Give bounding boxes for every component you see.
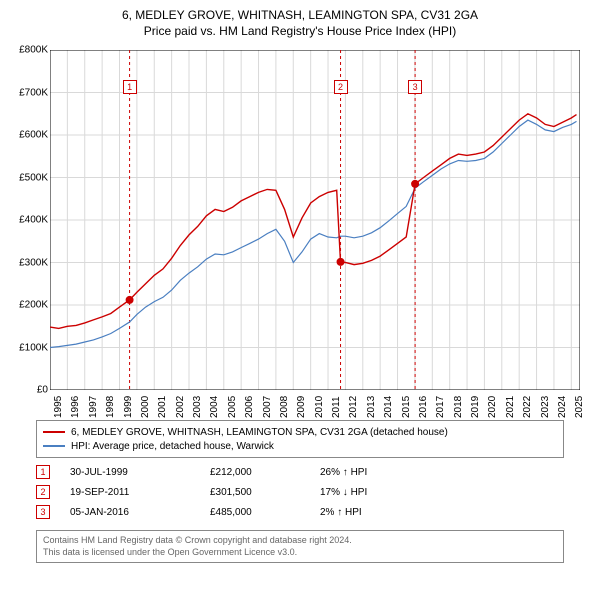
x-tick-label: 1996 xyxy=(70,396,81,418)
legend: 6, MEDLEY GROVE, WHITNASH, LEAMINGTON SP… xyxy=(36,420,564,458)
x-tick-label: 2002 xyxy=(175,396,186,418)
x-tick-label: 2021 xyxy=(505,396,516,418)
sale-date: 30-JUL-1999 xyxy=(70,467,210,478)
sale-row-marker: 2 xyxy=(36,485,50,499)
y-tick-label: £200K xyxy=(4,300,48,311)
legend-label: HPI: Average price, detached house, Warw… xyxy=(71,441,274,452)
sale-row: 2 19-SEP-2011£301,50017% ↓ HPI xyxy=(36,482,564,502)
legend-swatch xyxy=(43,445,65,447)
x-tick-label: 2009 xyxy=(296,396,307,418)
x-tick-label: 2024 xyxy=(557,396,568,418)
legend-row: HPI: Average price, detached house, Warw… xyxy=(43,439,557,453)
sale-diff: 26% ↑ HPI xyxy=(320,467,420,478)
chart-container: 6, MEDLEY GROVE, WHITNASH, LEAMINGTON SP… xyxy=(0,0,600,590)
x-tick-label: 2023 xyxy=(540,396,551,418)
x-tick-label: 2017 xyxy=(435,396,446,418)
sale-row-marker: 3 xyxy=(36,505,50,519)
x-tick-label: 2013 xyxy=(366,396,377,418)
title-subtitle: Price paid vs. HM Land Registry's House … xyxy=(0,24,600,38)
x-tick-label: 2020 xyxy=(487,396,498,418)
legend-row: 6, MEDLEY GROVE, WHITNASH, LEAMINGTON SP… xyxy=(43,425,557,439)
title-block: 6, MEDLEY GROVE, WHITNASH, LEAMINGTON SP… xyxy=(0,0,600,38)
x-tick-label: 2010 xyxy=(314,396,325,418)
y-tick-label: £100K xyxy=(4,342,48,353)
sales-table: 1 30-JUL-1999£212,00026% ↑ HPI 2 19-SEP-201… xyxy=(36,462,564,522)
sale-date: 19-SEP-2011 xyxy=(70,487,210,498)
x-tick-label: 2018 xyxy=(453,396,464,418)
x-tick-label: 2000 xyxy=(140,396,151,418)
sale-marker-3: 3 xyxy=(408,80,422,94)
x-tick-label: 2025 xyxy=(574,396,585,418)
title-address: 6, MEDLEY GROVE, WHITNASH, LEAMINGTON SP… xyxy=(0,8,600,22)
x-tick-label: 1997 xyxy=(88,396,99,418)
sale-row: 1 30-JUL-1999£212,00026% ↑ HPI xyxy=(36,462,564,482)
x-tick-label: 2022 xyxy=(522,396,533,418)
x-tick-label: 2015 xyxy=(401,396,412,418)
chart-area xyxy=(50,50,580,390)
x-tick-label: 1998 xyxy=(105,396,116,418)
sale-marker-2: 2 xyxy=(334,80,348,94)
sale-marker-1: 1 xyxy=(123,80,137,94)
legend-swatch xyxy=(43,431,65,433)
y-tick-label: £700K xyxy=(4,87,48,98)
x-tick-label: 2014 xyxy=(383,396,394,418)
y-tick-label: £500K xyxy=(4,172,48,183)
x-tick-label: 2005 xyxy=(227,396,238,418)
x-tick-label: 2016 xyxy=(418,396,429,418)
attribution-line2: This data is licensed under the Open Gov… xyxy=(43,547,557,559)
sale-diff: 17% ↓ HPI xyxy=(320,487,420,498)
x-tick-label: 2007 xyxy=(262,396,273,418)
y-tick-label: £800K xyxy=(4,45,48,56)
x-tick-label: 2008 xyxy=(279,396,290,418)
sale-diff: 2% ↑ HPI xyxy=(320,507,420,518)
sale-row: 3 05-JAN-2016£485,0002% ↑ HPI xyxy=(36,502,564,522)
x-tick-label: 2011 xyxy=(331,396,342,418)
sale-date: 05-JAN-2016 xyxy=(70,507,210,518)
x-tick-label: 2004 xyxy=(209,396,220,418)
x-tick-label: 2001 xyxy=(157,396,168,418)
sale-price: £212,000 xyxy=(210,467,320,478)
y-tick-label: £0 xyxy=(4,385,48,396)
x-tick-label: 1999 xyxy=(123,396,134,418)
x-tick-label: 2019 xyxy=(470,396,481,418)
y-tick-label: £300K xyxy=(4,257,48,268)
sale-row-marker: 1 xyxy=(36,465,50,479)
sale-price: £485,000 xyxy=(210,507,320,518)
x-tick-label: 1995 xyxy=(53,396,64,418)
chart-svg xyxy=(50,50,580,390)
attribution-line1: Contains HM Land Registry data © Crown c… xyxy=(43,535,557,547)
y-tick-label: £400K xyxy=(4,215,48,226)
sale-price: £301,500 xyxy=(210,487,320,498)
x-tick-label: 2003 xyxy=(192,396,203,418)
attribution: Contains HM Land Registry data © Crown c… xyxy=(36,530,564,563)
y-tick-label: £600K xyxy=(4,130,48,141)
x-tick-label: 2012 xyxy=(348,396,359,418)
legend-label: 6, MEDLEY GROVE, WHITNASH, LEAMINGTON SP… xyxy=(71,427,448,438)
x-tick-label: 2006 xyxy=(244,396,255,418)
